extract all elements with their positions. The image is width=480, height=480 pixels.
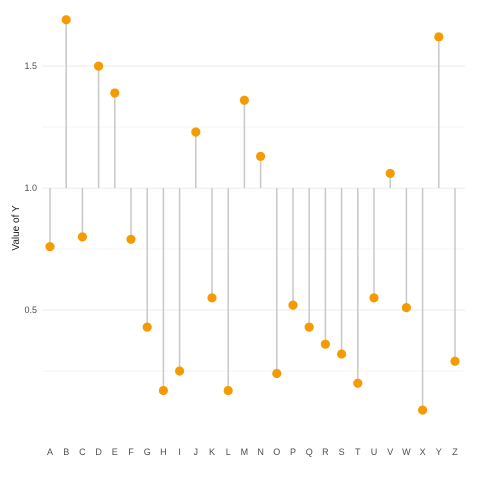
x-tick-label-Y: Y <box>436 447 442 457</box>
point-layer <box>45 15 460 415</box>
y-axis-ticks: 0.5 1.0 1.5 <box>24 61 37 315</box>
x-tick-label-T: T <box>355 447 361 457</box>
x-tick-label-V: V <box>387 447 393 457</box>
lollipop-point-F <box>126 234 136 244</box>
x-tick-label-F: F <box>128 447 134 457</box>
lollipop-point-N <box>256 151 266 161</box>
lollipop-point-H <box>158 385 168 396</box>
x-tick-label-W: W <box>402 447 411 457</box>
lollipop-point-T <box>353 378 363 388</box>
x-tick-label-D: D <box>95 447 102 457</box>
lollipop-point-V <box>385 168 395 179</box>
x-tick-label-B: B <box>63 447 69 457</box>
lollipop-point-R <box>320 339 330 349</box>
lollipop-point-K <box>207 293 217 303</box>
x-tick-label-S: S <box>339 447 345 457</box>
x-tick-label-K: K <box>209 447 215 457</box>
x-tick-label-M: M <box>241 447 249 457</box>
lollipop-point-L <box>223 385 233 396</box>
lollipop-point-G <box>142 322 152 332</box>
lollipop-point-U <box>369 293 379 303</box>
lollipop-point-W <box>401 302 411 313</box>
x-tick-label-J: J <box>194 447 199 457</box>
lollipop-point-O <box>272 368 282 379</box>
x-tick-label-U: U <box>371 447 378 457</box>
lollipop-point-C <box>77 232 87 242</box>
x-tick-label-R: R <box>322 447 329 457</box>
x-tick-label-C: C <box>79 447 86 457</box>
x-tick-label-N: N <box>257 447 264 457</box>
x-tick-label-Z: Z <box>452 447 458 457</box>
lollipop-point-X <box>418 405 428 415</box>
x-tick-label-X: X <box>420 447 426 457</box>
lollipop-point-J <box>191 127 201 137</box>
y-axis-title: Value of Y <box>11 205 22 251</box>
y-tick-label: 0.5 <box>24 305 37 315</box>
x-tick-label-A: A <box>47 447 53 457</box>
x-tick-label-H: H <box>160 447 167 457</box>
x-tick-label-E: E <box>112 447 118 457</box>
y-tick-label: 1.5 <box>24 61 37 71</box>
x-tick-label-L: L <box>226 447 231 457</box>
lollipop-point-Z <box>450 356 460 366</box>
x-tick-label-G: G <box>144 447 151 457</box>
x-tick-label-I: I <box>178 447 181 457</box>
lollipop-point-P <box>288 300 298 310</box>
lollipop-point-B <box>61 15 71 25</box>
y-tick-label: 1.0 <box>24 183 37 193</box>
x-tick-label-O: O <box>273 447 280 457</box>
x-tick-label-P: P <box>290 447 296 457</box>
lollipop-point-E <box>110 88 120 98</box>
lollipop-point-S <box>337 349 347 359</box>
lollipop-point-Y <box>434 32 444 42</box>
lollipop-point-A <box>45 242 55 252</box>
lollipop-point-I <box>175 366 185 376</box>
grid-layer <box>42 65 465 372</box>
lollipop-point-D <box>94 61 104 71</box>
lollipop-point-Q <box>304 322 314 332</box>
x-tick-label-Q: Q <box>306 447 313 457</box>
lollipop-point-M <box>239 95 249 105</box>
stem-layer <box>49 19 456 411</box>
